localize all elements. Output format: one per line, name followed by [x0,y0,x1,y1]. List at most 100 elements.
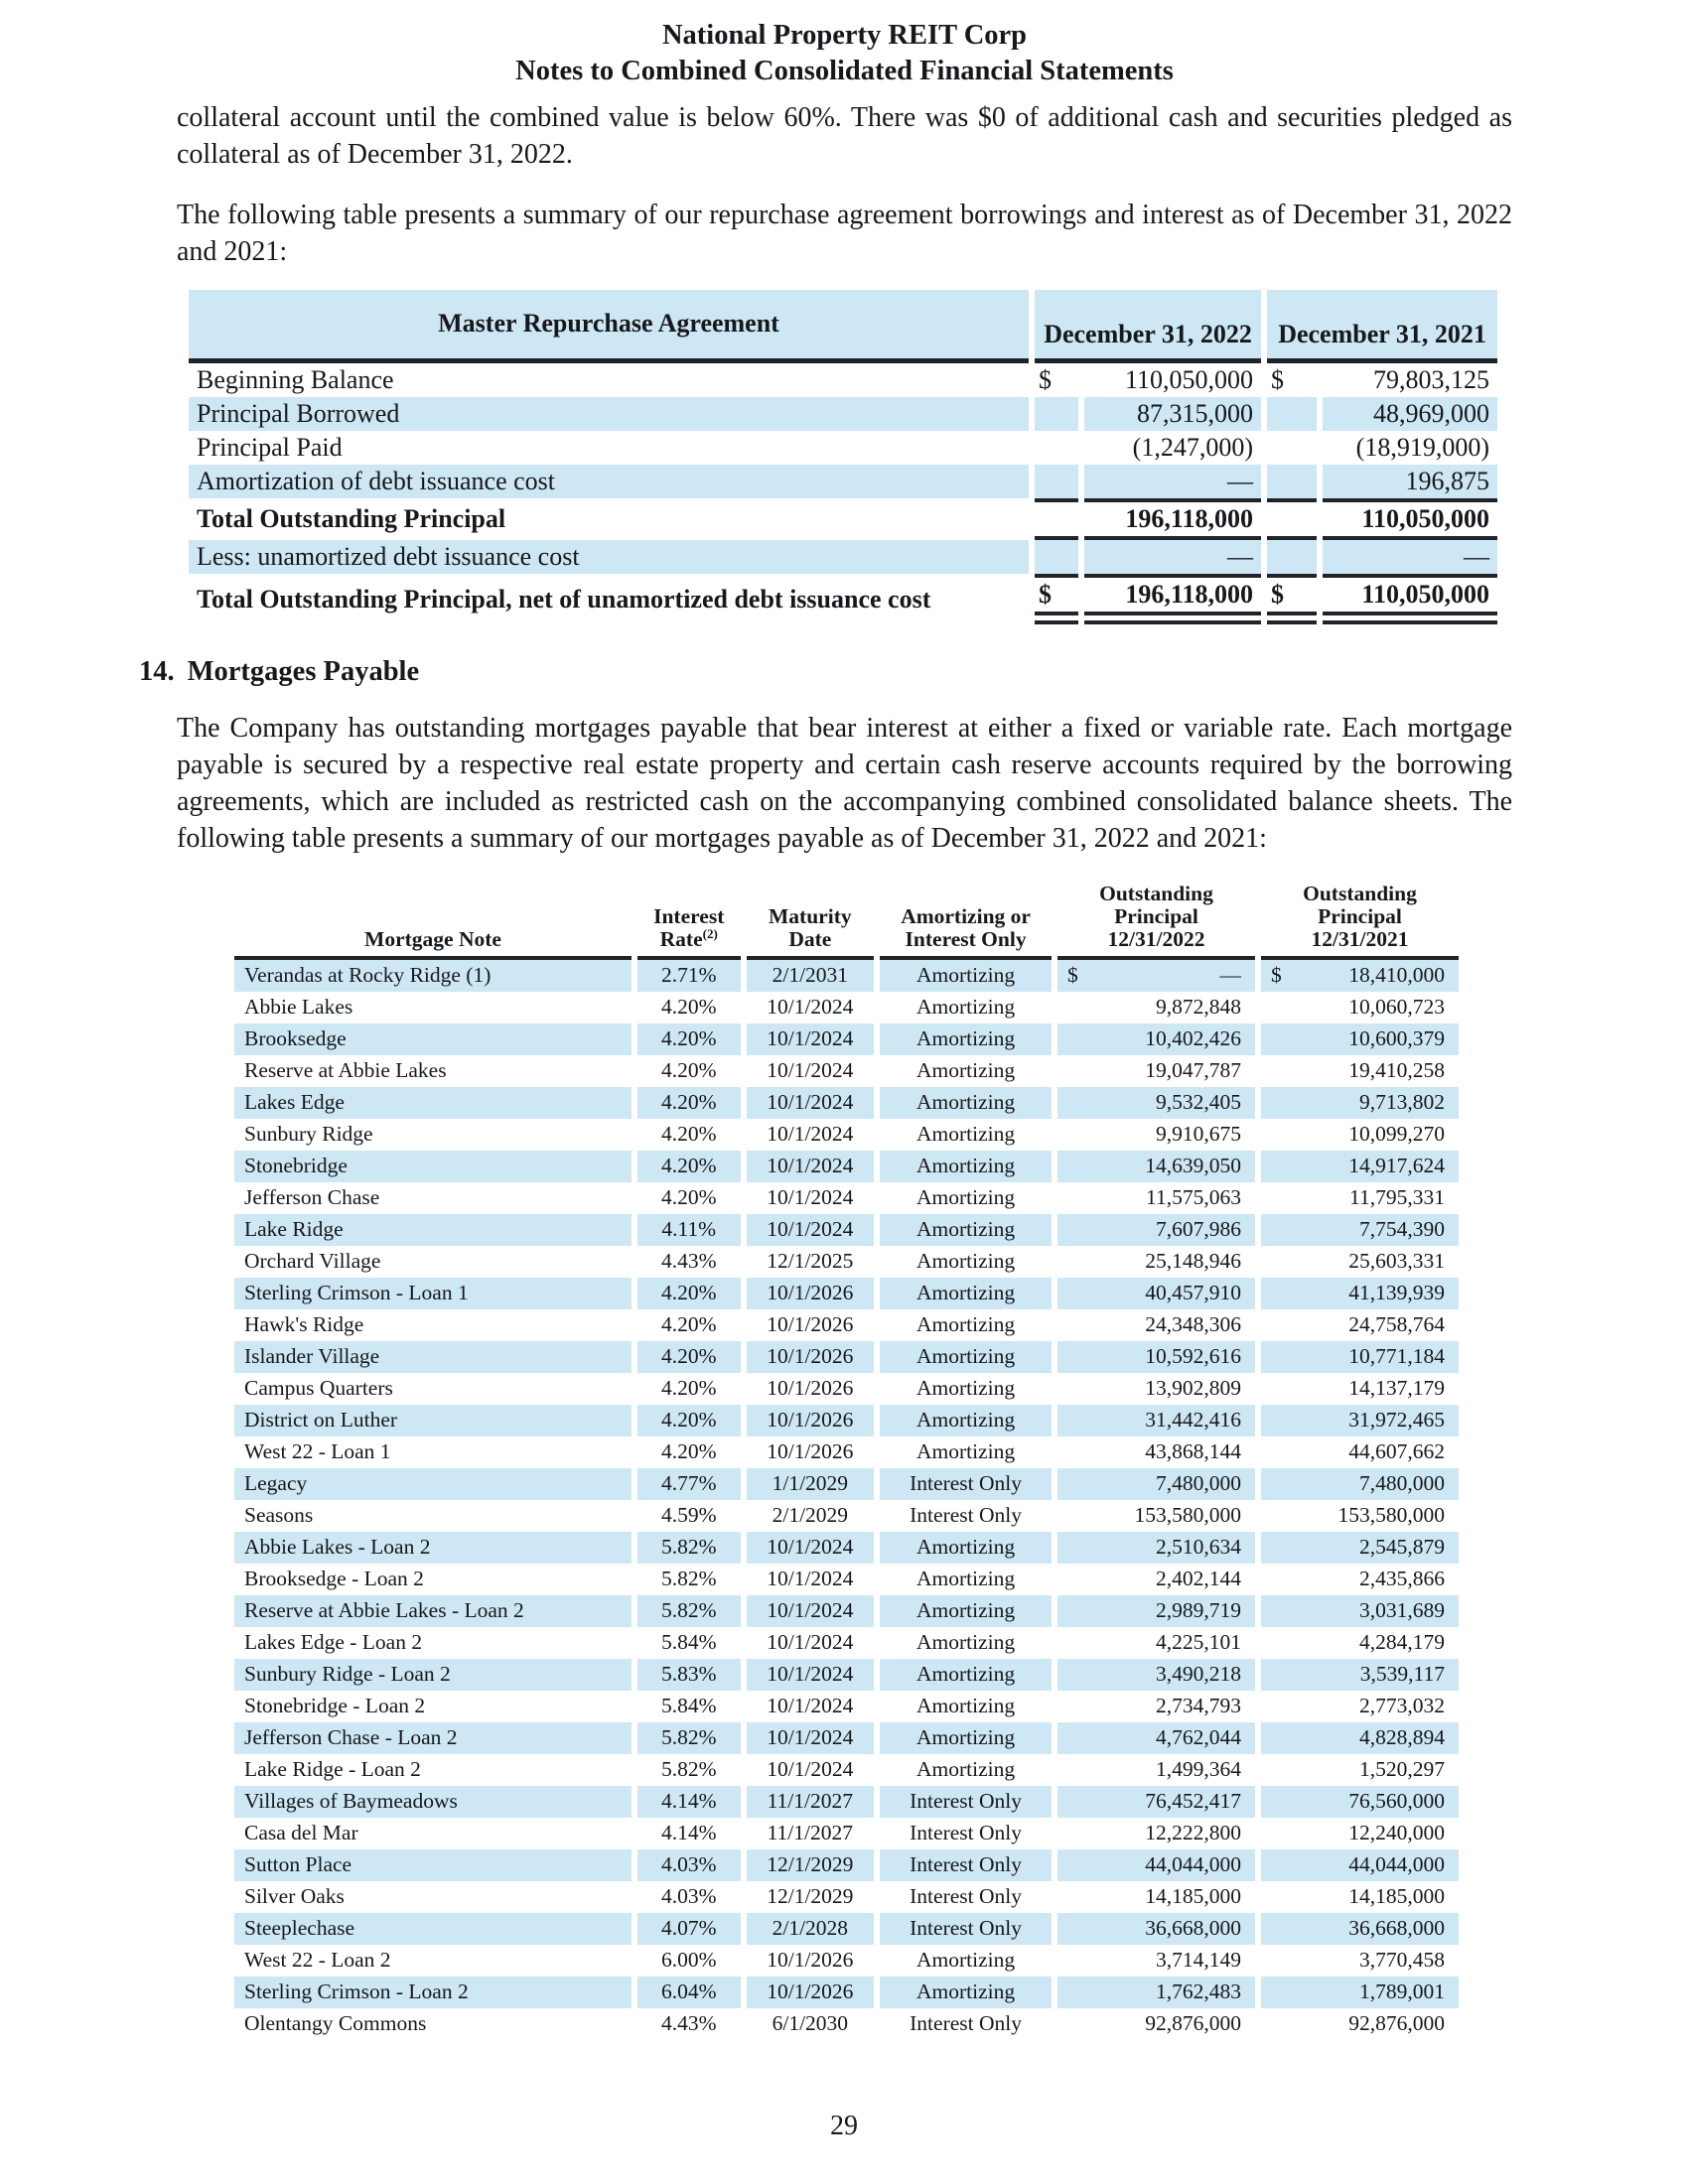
amortization-type-cell: Amortizing [916,995,1016,1019]
table-row: Stonebridge 4.20% 10/1/2024 Amortizing 14,63… [234,1151,1459,1182]
table-row: Steeplechase 4.07% 2/1/2028 Interest Only 36… [234,1913,1459,1945]
dollar-sign: $ [1270,963,1282,987]
mortgage-name-cell: District on Luther [234,1405,632,1436]
dollar-sign-cell [1267,465,1317,498]
maturity-date-cell: 10/1/2024 [767,1567,854,1590]
principal-2021-cell: 92,876,000 [1348,2011,1445,2035]
interest-rate-cell: 4.20% [660,995,717,1019]
interest-rate-cell: 4.11% [636,1214,741,1246]
column-header: Outstanding Principal 12/31/2022 [1057,883,1255,960]
interest-rate-cell: 5.82% [636,1595,741,1627]
table-row: Sunbury Ridge 4.20% 10/1/2024 Amortizing 9,9… [234,1119,1459,1151]
interest-rate-cell: 5.84% [660,1694,717,1717]
amortization-type-cell: Interest Only [880,1849,1052,1881]
mortgages-payable-table: Mortgage Note Interest Rate(2) Maturity Date… [228,883,1465,2040]
amortization-type-cell: Amortizing [916,1567,1016,1590]
document-header: National Property REIT Corp Notes to Com… [177,18,1512,89]
principal-2021-cell: 3,770,458 [1359,1948,1445,1972]
row-label-cell: Less: unamortized debt issuance cost [189,540,1029,574]
principal-2021-cell: 44,044,000 [1260,1849,1459,1881]
maturity-date-cell: 10/1/2024 [746,1087,875,1119]
principal-2021-cell: 3,539,117 [1260,1659,1459,1691]
principal-2022-cell: 13,902,809 [1145,1376,1241,1400]
amortization-type-cell: Amortizing [880,1341,1052,1373]
amortization-type-cell: Amortizing [880,1532,1052,1564]
principal-2021-cell: 14,137,179 [1348,1376,1445,1400]
principal-2022-cell: 2,734,793 [1155,1694,1241,1717]
amount-2022-cell: (1,247,000) [1132,433,1253,462]
principal-2022-cell: 1,762,483 [1057,1977,1255,2008]
amount-2022-cell: — [1084,540,1261,574]
mortgage-name-cell: Steeplechase [234,1913,632,1945]
amount-2021-cell: 48,969,000 [1323,397,1497,431]
table-row: Sutton Place 4.03% 12/1/2029 Interest Only 4… [234,1849,1459,1881]
principal-2022-cell: 10,402,426 [1057,1024,1255,1055]
principal-2021-cell: 2,773,032 [1359,1694,1445,1717]
amortization-type-cell: Amortizing [916,1439,1016,1463]
principal-value: — [1219,963,1241,987]
maturity-date-cell: 10/1/2024 [746,1024,875,1055]
mortgage-name-cell: Orchard Village [244,1249,381,1273]
amortization-type-cell: Amortizing [916,1122,1016,1146]
dollar-sign-cell: $ [1039,365,1052,394]
mortgage-name-cell: Sterling Crimson - Loan 2 [234,1977,632,2008]
table-row: Abbie Lakes - Loan 2 5.82% 10/1/2024 Amorti… [234,1532,1459,1564]
mortgage-name-cell: Villages of Baymeadows [234,1786,632,1818]
table-row: Hawk's Ridge 4.20% 10/1/2026 Amortizing 24,3… [234,1309,1459,1341]
row-label-cell: Total Outstanding Principal, net of unam… [197,584,931,614]
column-header: Maturity Date [746,883,875,960]
principal-2022-cell: 12,222,800 [1145,1821,1241,1844]
repurchase-table-body: Beginning Balance $110,050,000 $79,803,125… [189,363,1497,624]
interest-rate-cell: 4.07% [636,1913,741,1945]
table-row: Orchard Village 4.43% 12/1/2025 Amortizing 2… [234,1246,1459,1278]
interest-rate-cell: 4.03% [636,1849,741,1881]
amount-2022-cell: 110,050,000 [1124,365,1253,394]
principal-2021-cell: 41,139,939 [1260,1278,1459,1309]
table-row: Islander Village 4.20% 10/1/2026 Amortizing… [234,1341,1459,1373]
principal-2022-cell: 153,580,000 [1134,1503,1241,1527]
amortization-type-cell: Amortizing [880,1659,1052,1691]
maturity-date-cell: 10/1/2024 [767,1185,854,1209]
mortgage-name-cell: Stonebridge [234,1151,632,1182]
interest-rate-cell: 4.14% [636,1786,741,1818]
maturity-date-cell: 10/1/2024 [767,1757,854,1781]
mortgage-name-cell: Sterling Crimson - Loan 1 [234,1278,632,1309]
principal-2021-cell: 2,545,879 [1260,1532,1459,1564]
principal-2022-cell: 14,639,050 [1057,1151,1255,1182]
mortgage-table-body: Verandas at Rocky Ridge (1) 2.71% 2/1/2031… [234,960,1459,2040]
amount-2021-cell: 110,050,000 [1323,574,1497,624]
row-label-cell: Beginning Balance [197,365,394,394]
table-row: Casa del Mar 4.14% 11/1/2027 Interest Only 1… [234,1818,1459,1849]
amount-2022-cell: 196,118,000 [1084,498,1261,540]
table-row: Reserve at Abbie Lakes 4.20% 10/1/2024 Amor… [234,1055,1459,1087]
maturity-date-cell: 10/1/2024 [767,995,854,1019]
table-row: Lakes Edge - Loan 2 5.84% 10/1/2024 Amortiz… [234,1627,1459,1659]
mortgage-name-cell: Seasons [244,1503,314,1527]
maturity-date-cell: 10/1/2026 [767,1948,854,1972]
principal-2022-cell: 3,490,218 [1057,1659,1255,1691]
mortgage-name-cell: Hawk's Ridge [244,1312,364,1336]
maturity-date-cell: 2/1/2028 [746,1913,875,1945]
maturity-date-cell: 10/1/2026 [746,1977,875,2008]
principal-2021-cell: 2,435,866 [1359,1567,1445,1590]
principal-2022-cell: 76,452,417 [1057,1786,1255,1818]
principal-2021-cell: 10,060,723 [1348,995,1445,1019]
interest-rate-cell: 5.82% [636,1532,741,1564]
mortgage-name-cell: Sunbury Ridge [244,1122,373,1146]
maturity-date-cell: 11/1/2027 [746,1786,875,1818]
mortgage-name-cell: Brooksedge - Loan 2 [244,1567,424,1590]
column-header: Outstanding Principal 12/31/2021 [1260,883,1459,960]
mortgage-name-cell: Lakes Edge - Loan 2 [244,1630,423,1654]
table-row: Abbie Lakes 4.20% 10/1/2024 Amortizing 9,872… [234,992,1459,1024]
principal-2022-cell: 2,510,634 [1057,1532,1255,1564]
principal-2022-cell: 7,607,986 [1057,1214,1255,1246]
maturity-date-cell: 12/1/2029 [746,1849,875,1881]
principal-2022-cell: 9,910,675 [1155,1122,1241,1146]
table-row: Lake Ridge - Loan 2 5.82% 10/1/2024 Amortiz… [234,1754,1459,1786]
column-header: Mortgage Note [234,883,632,960]
table-row: Total Outstanding Principal 196,118,000 11… [189,498,1497,540]
interest-rate-cell: 4.20% [636,1341,741,1373]
company-name: National Property REIT Corp [661,20,1028,51]
principal-2021-cell: 9,713,802 [1260,1087,1459,1119]
table-row: Villages of Baymeadows 4.14% 11/1/2027 Inte… [234,1786,1459,1818]
